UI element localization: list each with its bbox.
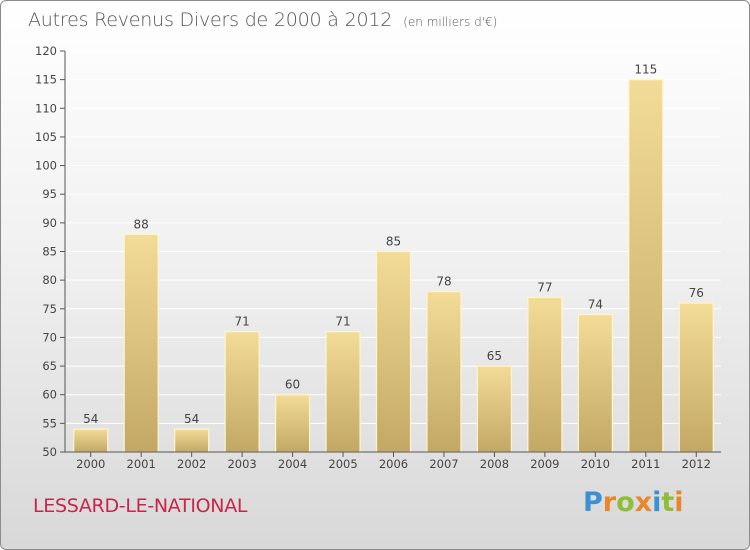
y-tick-label: 90	[42, 216, 57, 230]
data-label: 65	[487, 349, 502, 363]
data-label: 71	[335, 315, 350, 329]
y-tick-label: 95	[42, 187, 57, 201]
x-tick-label: 2005	[328, 457, 357, 471]
data-label: 71	[234, 315, 249, 329]
logo-letter: i	[674, 487, 684, 518]
bar	[426, 291, 462, 453]
bar	[527, 296, 563, 453]
x-tick-label: 2003	[227, 457, 256, 471]
bar	[577, 313, 613, 453]
x-tick-label: 2011	[631, 457, 660, 471]
logo-letter: t	[661, 487, 675, 518]
y-tick-label: 80	[42, 273, 57, 287]
proxiti-logo: Proxiti	[583, 487, 684, 518]
data-label: 54	[184, 412, 199, 426]
data-label: 76	[689, 286, 704, 300]
commune-name: LESSARD-LE-NATIONAL	[33, 495, 248, 517]
y-tick-label: 85	[42, 245, 57, 259]
x-tick-label: 2007	[429, 457, 458, 471]
y-tick-label: 55	[42, 416, 57, 430]
x-tick-label: 2012	[682, 457, 711, 471]
bar	[325, 331, 361, 453]
data-label: 77	[537, 280, 552, 294]
chart-subtitle: (en milliers d'€)	[403, 15, 498, 29]
y-tick-label: 110	[35, 101, 57, 115]
bar	[628, 79, 664, 453]
x-tick-label: 2009	[530, 457, 559, 471]
y-tick-label: 100	[35, 159, 57, 173]
y-tick-label: 120	[35, 44, 57, 58]
x-tick-label: 2004	[278, 457, 307, 471]
logo-letter: r	[602, 487, 617, 518]
x-tick-label: 2001	[127, 457, 156, 471]
data-label: 78	[436, 275, 451, 289]
logo-letter: x	[634, 487, 653, 518]
data-label: 74	[588, 298, 603, 312]
bar	[174, 428, 210, 453]
logo-letter: i	[652, 487, 662, 518]
y-tick-label: 70	[42, 330, 57, 344]
data-label: 54	[83, 412, 98, 426]
y-tick-label: 105	[35, 130, 57, 144]
x-tick-label: 2006	[379, 457, 408, 471]
data-label: 115	[634, 63, 657, 77]
logo-letter: P	[583, 487, 603, 518]
bar	[123, 233, 159, 453]
data-label: 60	[285, 378, 300, 392]
y-tick-label: 115	[35, 73, 57, 87]
logo-letter: o	[616, 487, 635, 518]
y-tick-label: 75	[42, 302, 57, 316]
bar	[678, 302, 714, 453]
bar	[274, 394, 311, 453]
y-tick-label: 50	[42, 445, 57, 459]
x-tick-label: 2008	[480, 457, 509, 471]
x-tick-label: 2002	[177, 457, 206, 471]
chart-title: Autres Revenus Divers de 2000 à 2012	[28, 9, 393, 31]
bar	[476, 365, 513, 453]
x-tick-label: 2010	[581, 457, 610, 471]
x-tick-label: 2000	[76, 457, 105, 471]
bar	[375, 250, 412, 453]
data-label: 85	[386, 235, 401, 249]
data-label: 88	[134, 217, 149, 231]
y-tick-label: 65	[42, 359, 57, 373]
bar	[224, 331, 260, 453]
bar	[73, 428, 109, 453]
y-tick-label: 60	[42, 388, 57, 402]
chart-title-row: Autres Revenus Divers de 2000 à 2012 (en…	[28, 9, 497, 31]
